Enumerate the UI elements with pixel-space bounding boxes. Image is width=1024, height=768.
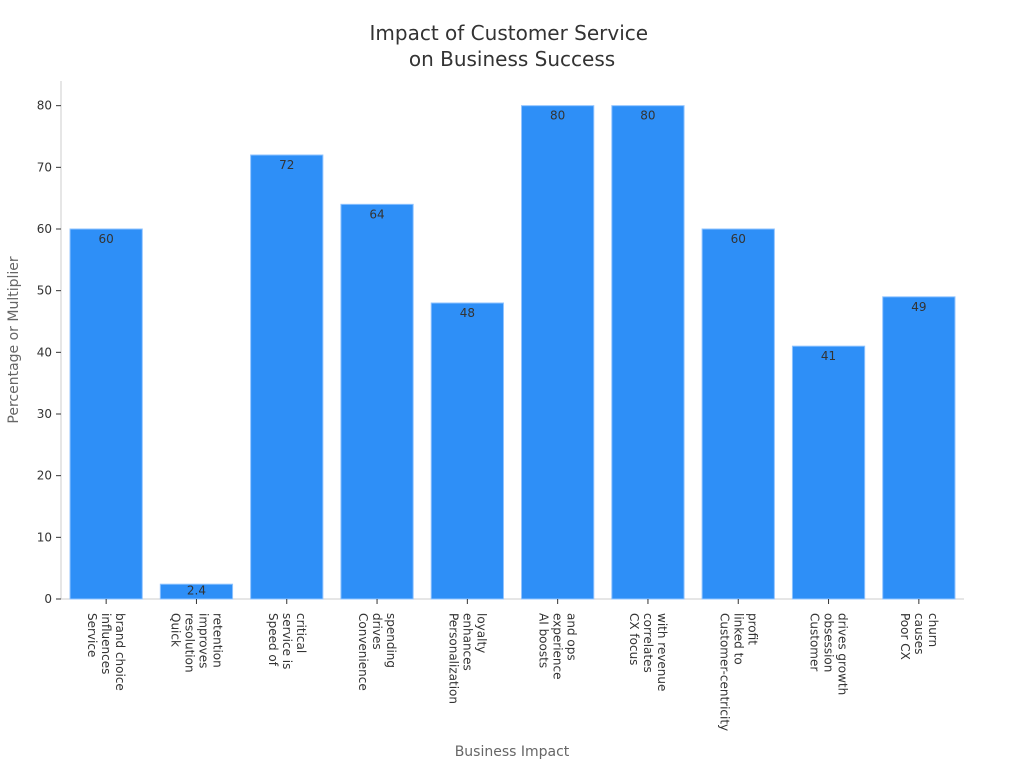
x-tick-label-line: Poor CX xyxy=(898,613,912,660)
x-tick-label-line: obsession xyxy=(822,613,836,672)
x-tick-label-line: resolution xyxy=(182,613,196,673)
x-tick-label-line: retention xyxy=(210,613,224,668)
x-tick-label-line: enhances xyxy=(460,613,474,671)
x-tick-label-line: correlates xyxy=(641,613,655,673)
data-label: 80 xyxy=(550,109,565,123)
x-tick-label-text: Poor CXcauseschurn xyxy=(898,613,940,660)
x-tick-label: AI boostsexperienceand ops xyxy=(537,613,579,680)
y-tick-label: 30 xyxy=(37,407,52,421)
x-tick-label: Conveniencedrivesspending xyxy=(356,613,398,691)
chart-title-line-2: on Business Success xyxy=(409,47,615,71)
y-tick-label: 80 xyxy=(37,99,52,113)
x-tick-label-line: Customer-centricity xyxy=(717,613,731,731)
x-tick-label-line: Customer xyxy=(808,613,822,671)
x-tick-label-text: Conveniencedrivesspending xyxy=(356,613,398,691)
x-tick-label-line: experience xyxy=(551,613,565,680)
x-tick-label-line: causes xyxy=(912,613,926,654)
bar xyxy=(521,105,595,600)
x-axis-title: Business Impact xyxy=(455,744,570,760)
x-tick-label-text: AI boostsexperienceand ops xyxy=(537,613,579,680)
bar xyxy=(69,228,143,600)
x-tick-label-line: with revenue xyxy=(655,613,669,691)
x-tick-label-line: service is xyxy=(280,613,294,669)
chart-title-line-1: Impact of Customer Service xyxy=(370,21,649,45)
bar xyxy=(340,203,414,600)
x-tick-label-line: improves xyxy=(196,613,210,668)
x-tick-label-line: Speed of xyxy=(266,613,280,667)
bar xyxy=(430,302,504,600)
y-tick-label: 0 xyxy=(44,592,52,606)
x-tick-label: Customerobsessiondrives growth xyxy=(808,613,850,695)
x-tick-label-text: Customerobsessiondrives growth xyxy=(808,613,850,695)
y-tick-label: 20 xyxy=(37,469,52,483)
data-label: 2.4 xyxy=(187,584,206,598)
y-tick-label: 50 xyxy=(37,284,52,298)
chart-title: Impact of Customer Service on Business S… xyxy=(370,21,655,71)
x-tick-label-line: churn xyxy=(926,613,940,647)
y-axis-title: Percentage or Multiplier xyxy=(6,256,22,423)
bar xyxy=(882,296,956,600)
data-label: 48 xyxy=(460,306,475,320)
data-label: 49 xyxy=(911,300,926,314)
x-tick-label-text: CX focuscorrelateswith revenue xyxy=(627,613,669,691)
x-tick-label-line: influences xyxy=(99,613,113,674)
x-tick-label: Customer-centricitylinked toprofit xyxy=(717,613,759,731)
x-tick-label-line: and ops xyxy=(565,613,579,661)
x-tick-label: Poor CXcauseschurn xyxy=(898,613,940,660)
y-tick-label: 60 xyxy=(37,222,52,236)
bar xyxy=(701,228,775,600)
x-tick-label-line: brand choice xyxy=(113,613,127,691)
data-label: 64 xyxy=(369,207,384,221)
x-tick-label-text: Customer-centricitylinked toprofit xyxy=(717,613,759,731)
x-tick-label-line: Personalization xyxy=(446,613,460,704)
x-tick-label-line: linked to xyxy=(731,613,745,665)
x-tick-label-line: Service xyxy=(85,613,99,657)
x-tick-label-line: critical xyxy=(294,613,308,653)
y-tick-label: 10 xyxy=(37,530,52,544)
x-tick-label: Serviceinfluencesbrand choice xyxy=(85,613,127,691)
x-tick-label-text: Serviceinfluencesbrand choice xyxy=(85,613,127,691)
data-label: 72 xyxy=(279,158,294,172)
bar xyxy=(611,105,685,600)
x-tick-label-line: Quick xyxy=(168,613,182,647)
x-tick-label-line: Convenience xyxy=(356,613,370,691)
y-tick-label: 70 xyxy=(37,160,52,174)
x-tick-label: Quickresolutionimprovesretention xyxy=(168,613,224,673)
x-tick-label-text: Quickresolutionimprovesretention xyxy=(168,613,224,673)
y-tick-label: 40 xyxy=(37,345,52,359)
x-tick-label-line: drives xyxy=(370,613,384,650)
x-tick-label-line: profit xyxy=(745,613,759,645)
x-tick-label-line: loyalty xyxy=(474,613,488,653)
x-tick-label-line: drives growth xyxy=(836,613,850,695)
data-label: 41 xyxy=(821,349,836,363)
x-tick-label-text: Personalizationenhancesloyalty xyxy=(446,613,488,704)
data-label: 80 xyxy=(640,109,655,123)
bar xyxy=(791,345,866,600)
x-tick-label: Personalizationenhancesloyalty xyxy=(446,613,488,704)
x-tick-label: Speed ofservice iscritical xyxy=(266,613,308,669)
x-tick-label-text: Speed ofservice iscritical xyxy=(266,613,308,669)
x-tick-label-line: AI boosts xyxy=(537,613,551,668)
x-tick-label: CX focuscorrelateswith revenue xyxy=(627,613,669,691)
x-tick-label-line: CX focus xyxy=(627,613,641,665)
bar xyxy=(250,154,324,600)
x-tick-label-line: spending xyxy=(384,613,398,668)
data-label: 60 xyxy=(99,232,114,246)
plot-area: 0 10 20 30 40 50 60 70 80 60 Serviceinfluencesbran… xyxy=(37,81,964,731)
data-label: 60 xyxy=(731,232,746,246)
